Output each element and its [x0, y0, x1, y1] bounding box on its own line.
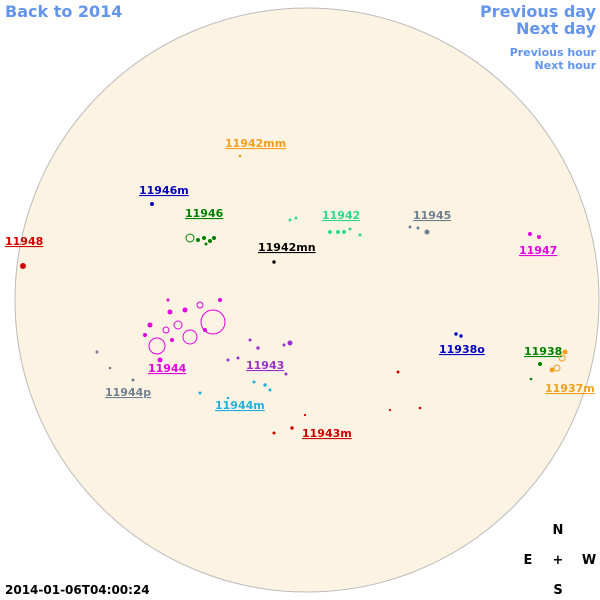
sunspot — [202, 236, 206, 240]
sunspot — [256, 346, 260, 350]
region-label[interactable]: 11937m — [545, 382, 595, 395]
sunspot — [290, 426, 294, 430]
sunspot — [150, 202, 154, 206]
previous-day-link[interactable]: Previous day — [480, 2, 597, 21]
region-label[interactable]: 11942 — [322, 209, 360, 222]
sunspot — [303, 413, 307, 417]
solar-disk — [14, 7, 600, 593]
sunspot — [248, 338, 252, 342]
sunspot — [396, 370, 400, 374]
sunspot — [263, 383, 267, 387]
sunspot — [336, 230, 340, 234]
sunspot — [162, 326, 170, 334]
region-label[interactable]: 11942mm — [225, 137, 286, 150]
sunspot — [358, 233, 362, 237]
sunspot — [553, 364, 561, 372]
sunspot — [424, 229, 430, 235]
sunspot — [236, 356, 240, 360]
sunspot — [408, 225, 412, 229]
sunspot — [268, 388, 272, 392]
previous-hour-link[interactable]: Previous hour — [510, 46, 597, 59]
sunspot — [196, 238, 200, 242]
region-label[interactable]: 11944 — [148, 362, 187, 375]
compass-north: N — [553, 523, 564, 538]
sunspot — [459, 334, 463, 338]
back-link[interactable]: Back to 2014 — [5, 2, 122, 21]
sunspot — [418, 406, 422, 410]
sunspot — [558, 354, 566, 362]
sunspot — [342, 230, 346, 234]
compass-center: + — [553, 553, 564, 568]
sunspot — [294, 216, 298, 220]
sunspot — [185, 233, 195, 243]
sunspot — [131, 378, 135, 382]
compass-east: E — [524, 553, 533, 568]
sunspot — [196, 301, 204, 309]
sunspot — [157, 357, 163, 363]
sunspot — [108, 366, 112, 370]
sunspot — [167, 309, 173, 315]
region-label[interactable]: 11944p — [105, 386, 151, 399]
sunspot — [538, 362, 542, 366]
sunspot — [204, 242, 208, 246]
sunspot — [272, 260, 276, 264]
region-label[interactable]: 11943 — [246, 359, 284, 372]
sunspot — [416, 226, 420, 230]
sunspot — [226, 396, 230, 400]
sunspot — [562, 349, 568, 355]
region-label[interactable]: 11938 — [524, 345, 562, 358]
sunspot — [238, 154, 242, 158]
sunspot — [170, 338, 174, 342]
compass-west: W — [582, 553, 596, 568]
sunspot — [198, 391, 202, 395]
sunspot — [20, 263, 26, 269]
region-label[interactable]: 11942mn — [258, 241, 316, 254]
sunspot — [284, 372, 288, 376]
sunspot — [166, 298, 170, 302]
sunspot — [288, 218, 292, 222]
region-label[interactable]: 11943m — [302, 427, 352, 440]
sunspot — [549, 367, 555, 373]
sunspot — [529, 377, 533, 381]
next-hour-link[interactable]: Next hour — [535, 59, 597, 72]
sunspot — [203, 328, 207, 332]
sunspot — [528, 232, 532, 236]
sunspot — [348, 227, 352, 231]
sunspot — [388, 408, 392, 412]
sunspot — [454, 332, 458, 336]
sunspot — [328, 230, 332, 234]
sunspot — [252, 380, 256, 384]
region-label[interactable]: 11938o — [439, 343, 485, 356]
sunspot — [173, 320, 183, 330]
sunspot — [537, 235, 541, 239]
sunspot — [282, 343, 286, 347]
sunspot — [218, 298, 222, 302]
region-label[interactable]: 11944m — [215, 399, 265, 412]
region-label[interactable]: 11947 — [519, 244, 557, 257]
timestamp: 2014-01-06T04:00:24 — [5, 583, 150, 597]
sunspot — [143, 333, 147, 337]
sunspot — [182, 329, 198, 345]
region-label[interactable]: 11945 — [413, 209, 451, 222]
next-day-link[interactable]: Next day — [516, 19, 597, 38]
compass-south: S — [553, 583, 562, 598]
sunspot — [95, 350, 99, 354]
sunspot — [287, 340, 293, 346]
sunspot — [272, 431, 276, 435]
sunspot — [212, 236, 216, 240]
sunspot — [182, 307, 188, 313]
region-label[interactable]: 11948 — [5, 235, 43, 248]
sunspot — [226, 358, 230, 362]
sunspot — [148, 337, 166, 355]
region-label[interactable]: 11946m — [139, 184, 189, 197]
sunspot — [147, 322, 153, 328]
sunspot — [208, 239, 212, 243]
region-label[interactable]: 11946 — [185, 207, 224, 220]
sunspot — [200, 309, 226, 335]
